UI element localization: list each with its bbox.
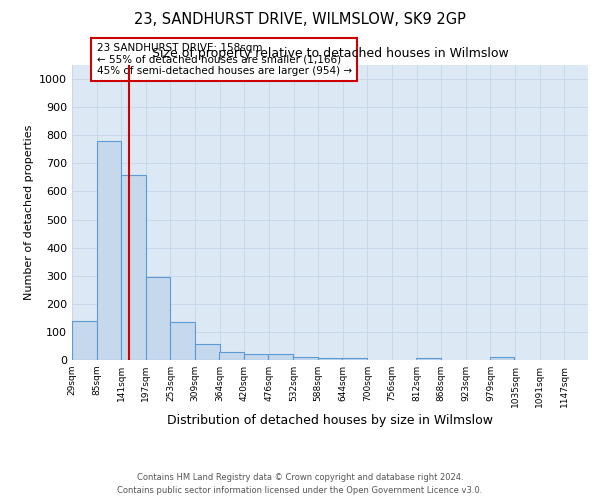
Bar [72,320,97,360]
Bar [244,354,268,360]
Bar [195,344,220,360]
Text: 23, SANDHURST DRIVE, WILMSLOW, SK9 2GP: 23, SANDHURST DRIVE, WILMSLOW, SK9 2GP [134,12,466,28]
X-axis label: Distribution of detached houses by size in Wilmslow: Distribution of detached houses by size … [167,414,493,427]
Bar [490,357,514,360]
Bar [170,322,195,360]
Bar [343,358,367,360]
Y-axis label: Number of detached properties: Number of detached properties [23,125,34,300]
Bar [146,277,170,360]
Text: 23 SANDHURST DRIVE: 158sqm
← 55% of detached houses are smaller (1,166)
45% of s: 23 SANDHURST DRIVE: 158sqm ← 55% of deta… [97,43,352,76]
Bar [317,358,343,360]
Bar [121,174,146,360]
Bar [97,142,121,360]
Bar [293,356,317,360]
Bar [219,352,244,360]
Bar [416,358,441,360]
Bar [268,354,293,360]
Title: Size of property relative to detached houses in Wilmslow: Size of property relative to detached ho… [152,46,508,60]
Text: Contains HM Land Registry data © Crown copyright and database right 2024.
Contai: Contains HM Land Registry data © Crown c… [118,473,482,495]
